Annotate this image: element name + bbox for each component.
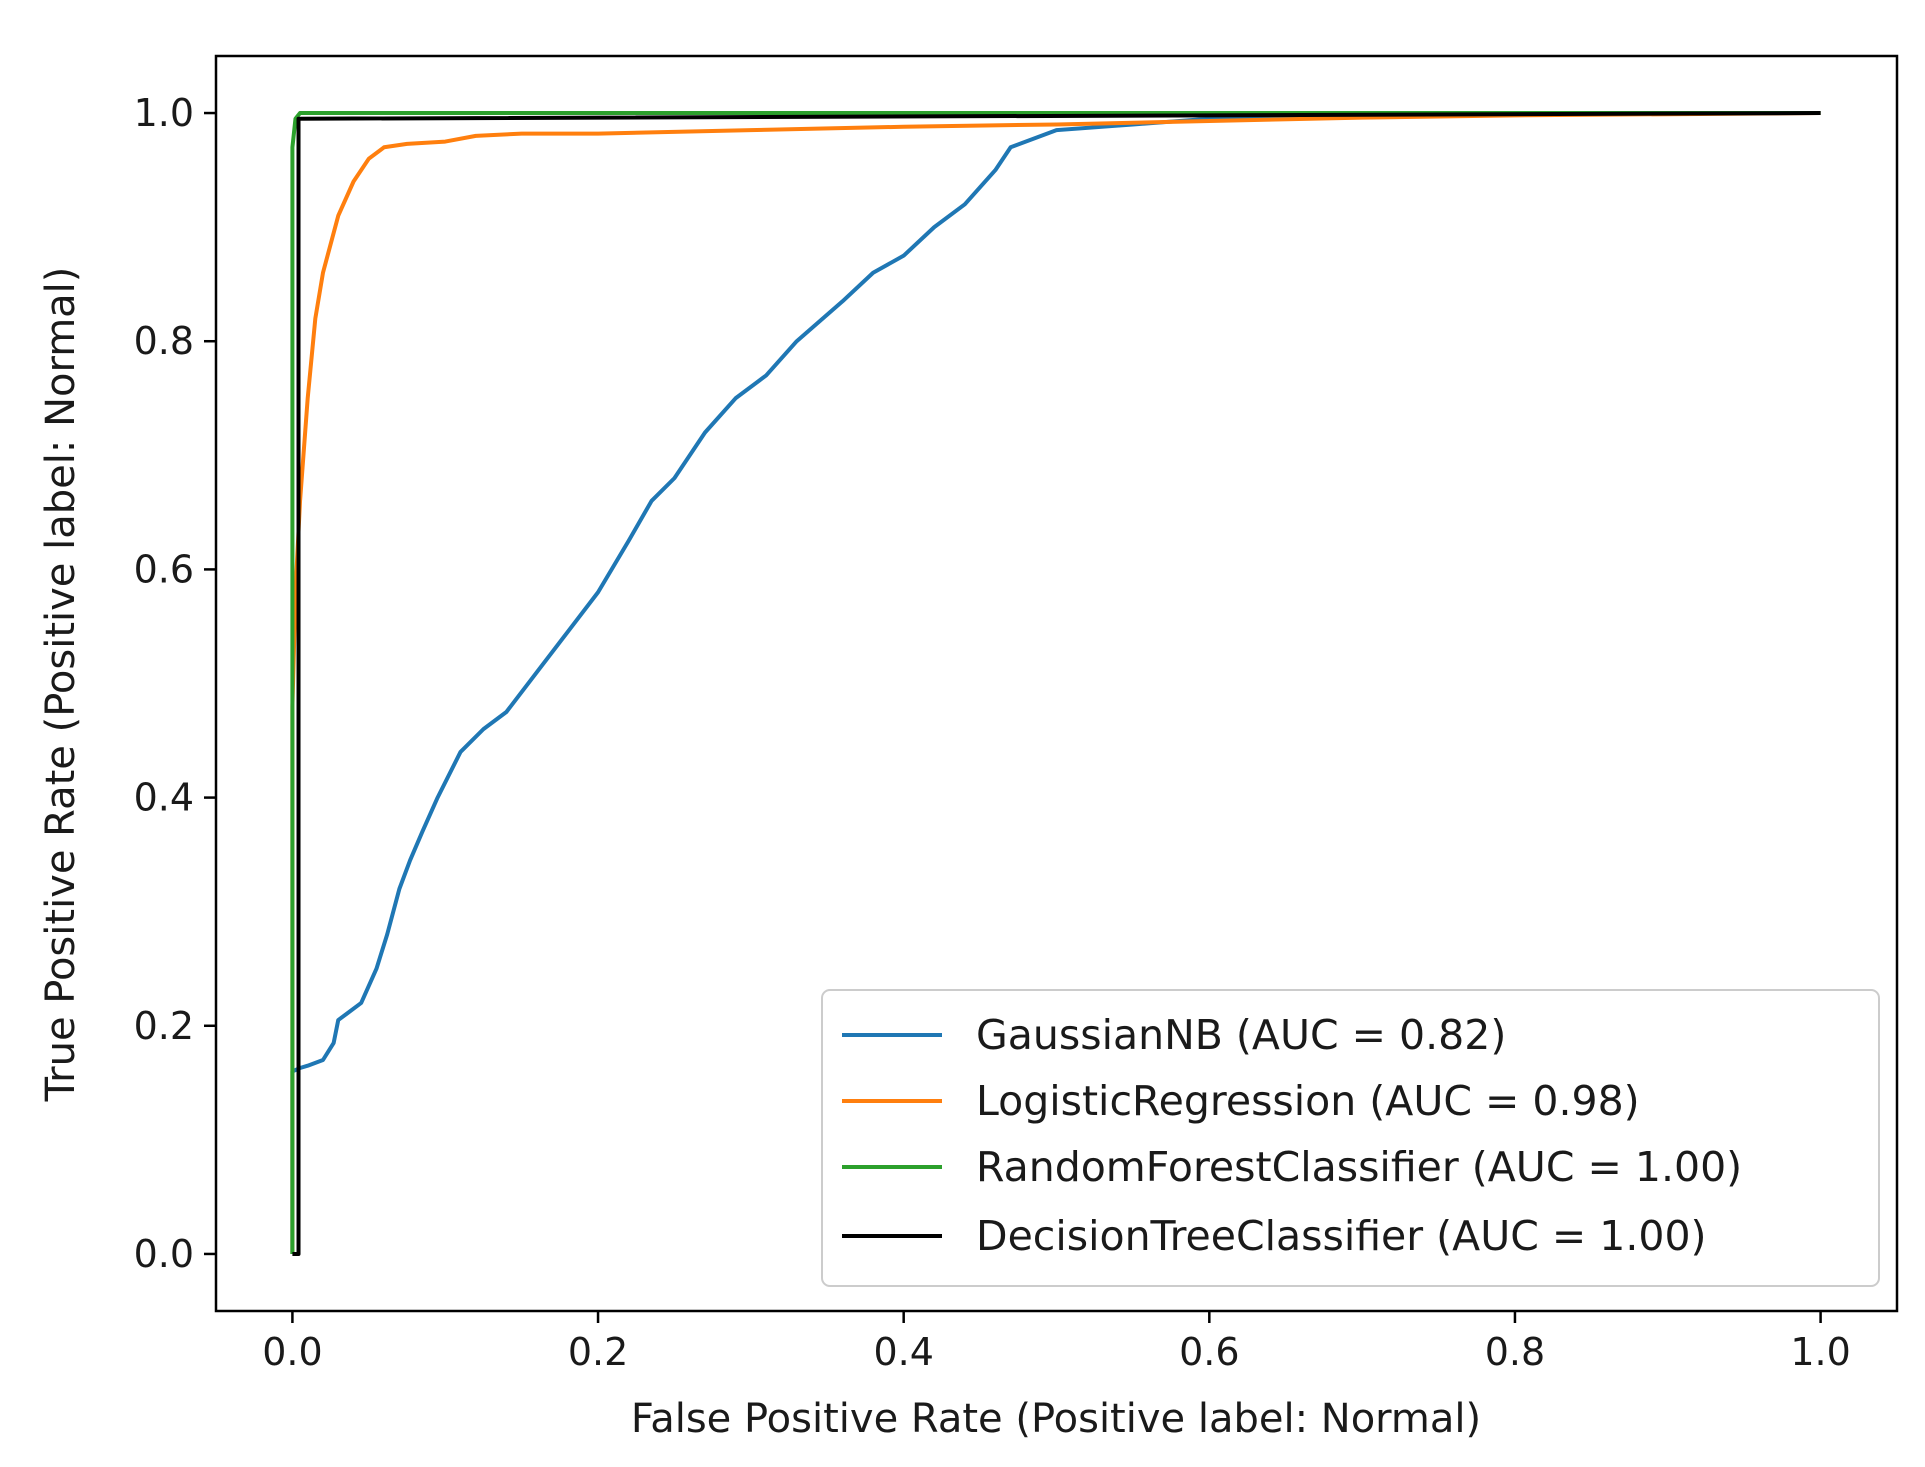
legend-label-logisticregression: LogisticRegression (AUC = 0.98) bbox=[976, 1077, 1640, 1125]
series-line-0 bbox=[290, 111, 1821, 1254]
x-tick-label: 0.6 bbox=[1179, 1330, 1239, 1374]
legend-label-decisiontree: DecisionTreeClassifier (AUC = 1.00) bbox=[976, 1212, 1707, 1260]
legend-label-gaussiannb: GaussianNB (AUC = 0.82) bbox=[976, 1011, 1506, 1059]
x-tick-label: 0.2 bbox=[568, 1330, 628, 1374]
x-tick-label: 0.8 bbox=[1485, 1330, 1545, 1374]
plot-frame bbox=[214, 54, 1899, 1313]
y-tick-label: 0.6 bbox=[134, 547, 194, 591]
x-axis-ticks: 0.0 0.2 0.4 0.6 0.8 1.0 bbox=[262, 1311, 1851, 1374]
series-layer bbox=[290, 111, 1821, 1256]
y-axis-ticks: 0.0 0.2 0.4 0.6 0.8 1.0 bbox=[134, 91, 216, 1276]
x-tick-label: 0.4 bbox=[873, 1330, 933, 1374]
series-line-3 bbox=[292, 111, 1821, 1256]
y-tick-label: 1.0 bbox=[134, 91, 194, 135]
legend: GaussianNB (AUC = 0.82) LogisticRegressi… bbox=[821, 989, 1880, 1287]
x-tick-label: 0.0 bbox=[262, 1330, 322, 1374]
x-axis-label: False Positive Rate (Positive label: Nor… bbox=[631, 1396, 1481, 1442]
y-tick-label: 0.4 bbox=[134, 776, 194, 820]
x-tick-label: 1.0 bbox=[1790, 1330, 1850, 1374]
series-line-2 bbox=[290, 111, 1821, 1254]
legend-label-randomforest: RandomForestClassifier (AUC = 1.00) bbox=[976, 1143, 1742, 1191]
y-tick-label: 0.2 bbox=[134, 1004, 194, 1048]
y-tick-label: 0.8 bbox=[134, 319, 194, 363]
y-tick-label: 0.0 bbox=[134, 1232, 194, 1276]
y-axis-label: True Positive Rate (Positive label: Norm… bbox=[38, 267, 84, 1103]
series-line-1 bbox=[290, 111, 1821, 1254]
legend-box bbox=[821, 989, 1880, 1287]
